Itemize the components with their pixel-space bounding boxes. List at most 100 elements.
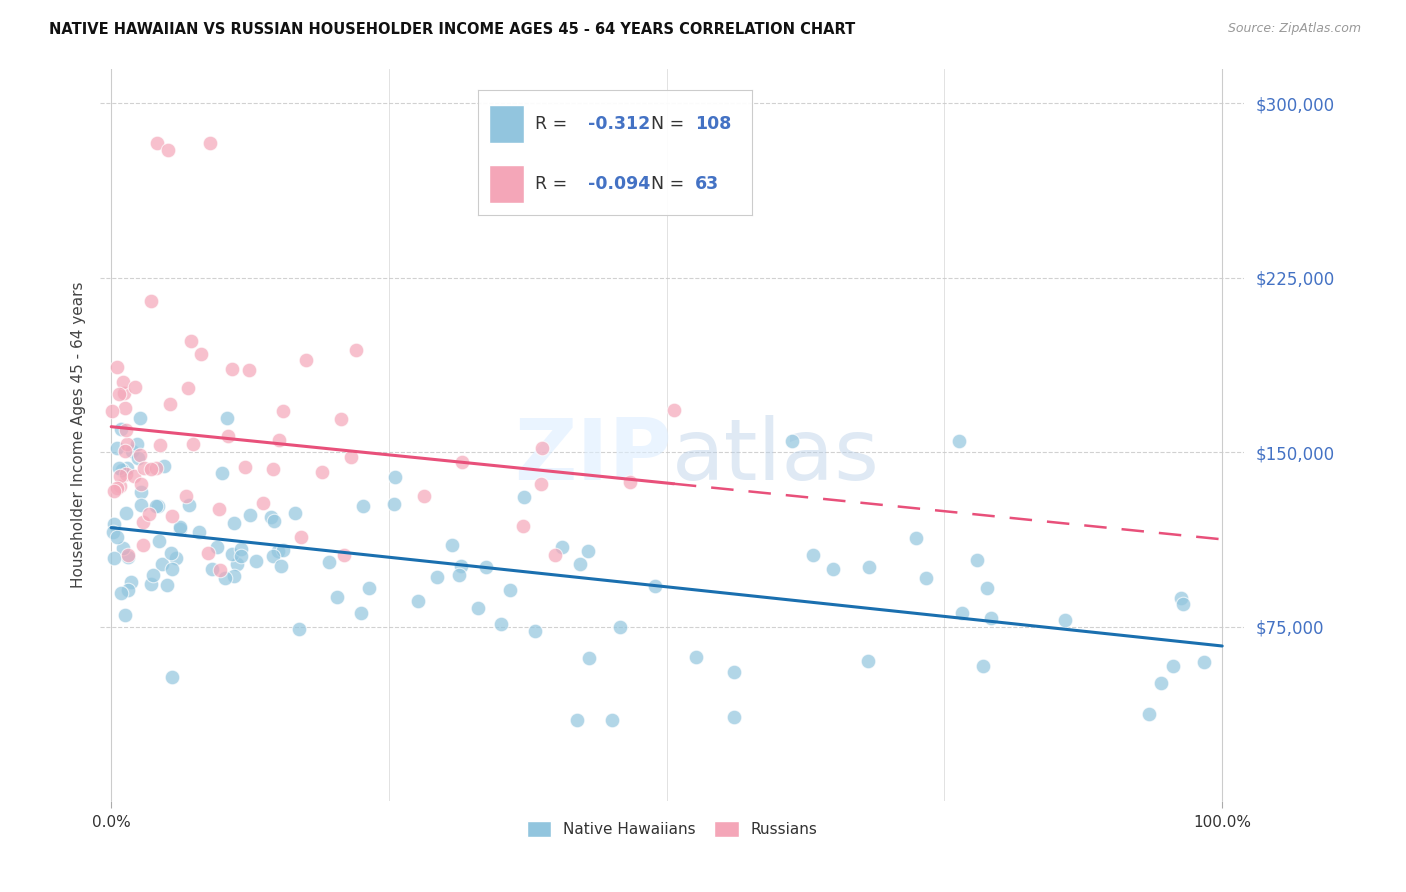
- Point: [950, 606, 973, 620]
- Point: [142, 568, 165, 582]
- Point: [129, 498, 152, 512]
- Point: [120, 575, 142, 590]
- Point: [269, 433, 291, 447]
- Point: [357, 581, 380, 595]
- Point: [224, 569, 246, 583]
- Point: [148, 534, 170, 549]
- Point: [530, 477, 553, 491]
- Point: [112, 386, 135, 401]
- Point: [107, 441, 129, 455]
- Point: [267, 543, 290, 558]
- Point: [114, 607, 136, 622]
- Point: [801, 549, 824, 563]
- Point: [489, 617, 512, 632]
- Point: [1137, 707, 1160, 722]
- Point: [450, 558, 472, 573]
- Point: [103, 551, 125, 566]
- Point: [229, 549, 252, 563]
- Point: [110, 586, 132, 600]
- Point: [512, 491, 534, 505]
- Point: [160, 509, 183, 524]
- Point: [1170, 591, 1192, 605]
- Point: [284, 507, 307, 521]
- Point: [217, 429, 239, 443]
- Point: [576, 543, 599, 558]
- Point: [165, 550, 187, 565]
- Point: [208, 562, 231, 576]
- Point: [132, 515, 155, 529]
- Point: [352, 499, 374, 513]
- Point: [146, 136, 169, 150]
- Point: [129, 485, 152, 500]
- Point: [115, 423, 138, 437]
- Point: [117, 583, 139, 598]
- Point: [290, 530, 312, 544]
- Point: [160, 670, 183, 684]
- Point: [217, 411, 239, 425]
- Point: [262, 462, 284, 476]
- Point: [139, 577, 162, 591]
- Point: [103, 517, 125, 532]
- Point: [858, 559, 880, 574]
- Point: [467, 601, 489, 615]
- Point: [823, 562, 845, 576]
- Point: [609, 620, 631, 634]
- Point: [198, 136, 221, 150]
- Text: ZIP: ZIP: [515, 415, 672, 498]
- Point: [349, 606, 371, 620]
- Point: [108, 469, 131, 483]
- Point: [105, 530, 128, 544]
- Point: [644, 579, 666, 593]
- Point: [128, 411, 150, 425]
- Point: [150, 557, 173, 571]
- Point: [156, 143, 179, 157]
- Point: [152, 458, 174, 473]
- Point: [114, 401, 136, 416]
- Point: [145, 461, 167, 475]
- Point: [148, 499, 170, 513]
- Point: [1194, 655, 1216, 669]
- Point: [225, 557, 247, 571]
- Point: [121, 444, 143, 458]
- Point: [214, 571, 236, 585]
- Point: [180, 334, 202, 348]
- Text: Source: ZipAtlas.com: Source: ZipAtlas.com: [1227, 22, 1361, 36]
- Point: [948, 434, 970, 448]
- Point: [551, 541, 574, 555]
- Text: NATIVE HAWAIIAN VS RUSSIAN HOUSEHOLDER INCOME AGES 45 - 64 YEARS CORRELATION CHA: NATIVE HAWAIIAN VS RUSSIAN HOUSEHOLDER I…: [49, 22, 855, 37]
- Point: [174, 489, 197, 503]
- Point: [197, 546, 219, 560]
- Point: [271, 404, 294, 418]
- Point: [107, 481, 129, 495]
- Point: [565, 713, 588, 727]
- Point: [159, 397, 181, 411]
- Point: [229, 542, 252, 557]
- Point: [115, 507, 138, 521]
- Point: [169, 522, 191, 536]
- Point: [117, 548, 139, 562]
- Point: [425, 570, 447, 584]
- Point: [270, 558, 292, 573]
- Point: [259, 509, 281, 524]
- Point: [252, 496, 274, 510]
- Point: [103, 483, 125, 498]
- Point: [287, 623, 309, 637]
- Point: [188, 524, 211, 539]
- Point: [440, 538, 463, 552]
- Point: [723, 665, 745, 679]
- Point: [200, 561, 222, 575]
- Point: [101, 404, 124, 418]
- Point: [233, 459, 256, 474]
- Point: [111, 463, 134, 477]
- Point: [384, 497, 406, 511]
- Point: [145, 499, 167, 513]
- Point: [344, 343, 367, 357]
- Point: [115, 461, 138, 475]
- Point: [190, 347, 212, 361]
- Point: [122, 468, 145, 483]
- Point: [326, 590, 349, 604]
- Point: [177, 381, 200, 395]
- Point: [125, 437, 148, 451]
- Point: [238, 363, 260, 377]
- Point: [980, 611, 1002, 625]
